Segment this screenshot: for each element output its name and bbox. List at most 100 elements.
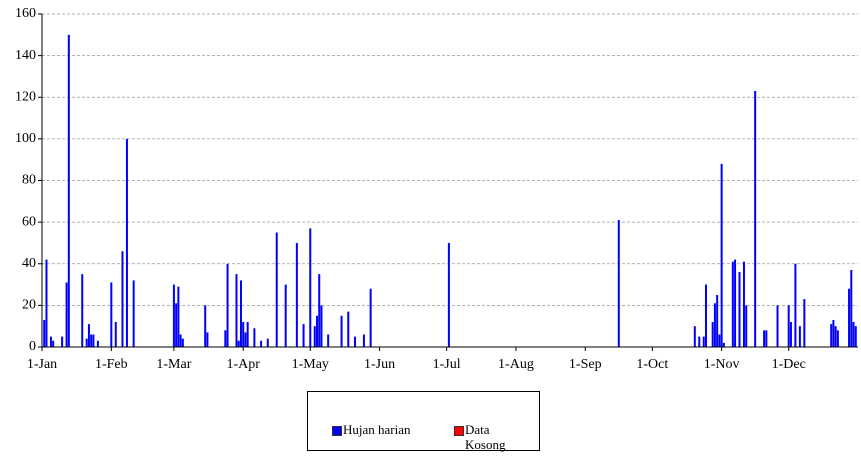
bar [702,336,705,347]
bar [789,322,792,347]
x-tick-label: 1-Apr [226,357,260,372]
x-tick-label: 1-Jun [364,357,395,372]
bar [803,299,806,347]
x-tick-label: 1-Jan [27,357,57,372]
bar [776,305,779,347]
bar [92,334,95,347]
bar [711,322,714,347]
bar [87,324,90,347]
bar [253,328,256,347]
bar [244,332,247,347]
bar [237,340,240,347]
y-tick-label: 20 [22,298,36,313]
bar [204,305,207,347]
legend-entry: Hujan harian [332,422,433,437]
bar [765,330,768,347]
bar [67,34,70,347]
chart: 0 20 40 60 80 100 120 140 160 1-Jan 1-Feb 1-Mar 1-Ap… [15,6,858,372]
bar [704,284,707,347]
legend-label: Hujan harian [343,422,411,437]
bar [315,315,318,347]
bar [175,303,178,347]
bar [313,326,316,347]
legend-entry: Data Kosong [454,422,505,452]
bar [763,330,766,347]
bar [720,163,723,347]
bar [327,334,330,347]
bar [318,274,321,347]
x-tick-label: 1-May [292,357,329,372]
bar [854,326,857,347]
bar [224,330,227,347]
legend-label: Data Kosong [465,422,506,452]
bar [61,336,64,347]
bar [716,294,719,347]
bar [235,274,238,347]
bar [49,336,52,347]
bar [295,242,298,347]
y-tick-label: 100 [15,131,36,146]
bar [275,232,278,347]
bar [850,269,853,347]
bar [284,284,287,347]
bar [239,280,242,347]
bar [447,242,450,347]
bar [65,282,68,347]
x-tick-label: 1-Nov [704,357,740,372]
x-tick-label: 1-Dec [772,357,806,372]
bar [242,322,245,347]
bar [353,336,356,347]
bar [90,334,93,347]
bar [302,324,305,347]
y-tick-label: 40 [22,256,36,271]
bar [693,326,696,347]
bar [121,251,124,347]
bar [260,340,263,347]
bar [181,338,184,347]
bar [206,332,209,347]
bar [110,282,113,347]
bar [369,288,372,347]
bar [177,286,180,347]
bar [246,322,249,347]
bar [731,261,734,347]
bar [309,228,312,347]
bar [698,336,701,347]
bar [114,322,117,347]
x-tick-label: 1-Mar [156,357,191,372]
bar [787,305,790,347]
x-tick-label: 1-Feb [95,357,128,372]
x-tick-label: 1-Aug [498,357,534,372]
bar [718,334,721,347]
bar [834,326,837,347]
bar [832,319,835,347]
x-tick-label: 1-Oct [636,357,668,372]
bar [125,138,128,347]
y-tick-label: 120 [15,89,36,104]
bar [722,342,725,347]
bar [848,288,851,347]
bar [52,340,55,347]
bar [266,338,269,347]
bar [713,303,716,347]
bar [320,305,323,347]
bar [85,338,88,347]
bar [794,263,797,347]
bar [347,311,350,347]
legend-swatch [454,426,464,436]
bar [362,334,365,347]
legend: Hujan harian Data Kosong [307,391,540,452]
bar [226,263,229,347]
legend-swatch [332,426,342,436]
y-tick-label: 160 [15,6,36,21]
bar [340,315,343,347]
y-tick-label: 140 [15,48,36,63]
bar [45,259,48,347]
bar [742,261,745,347]
x-tick-label: 1-Jul [433,357,461,372]
y-tick-label: 60 [22,214,36,229]
bar [617,220,620,347]
bar [96,340,99,347]
bar [179,334,182,347]
